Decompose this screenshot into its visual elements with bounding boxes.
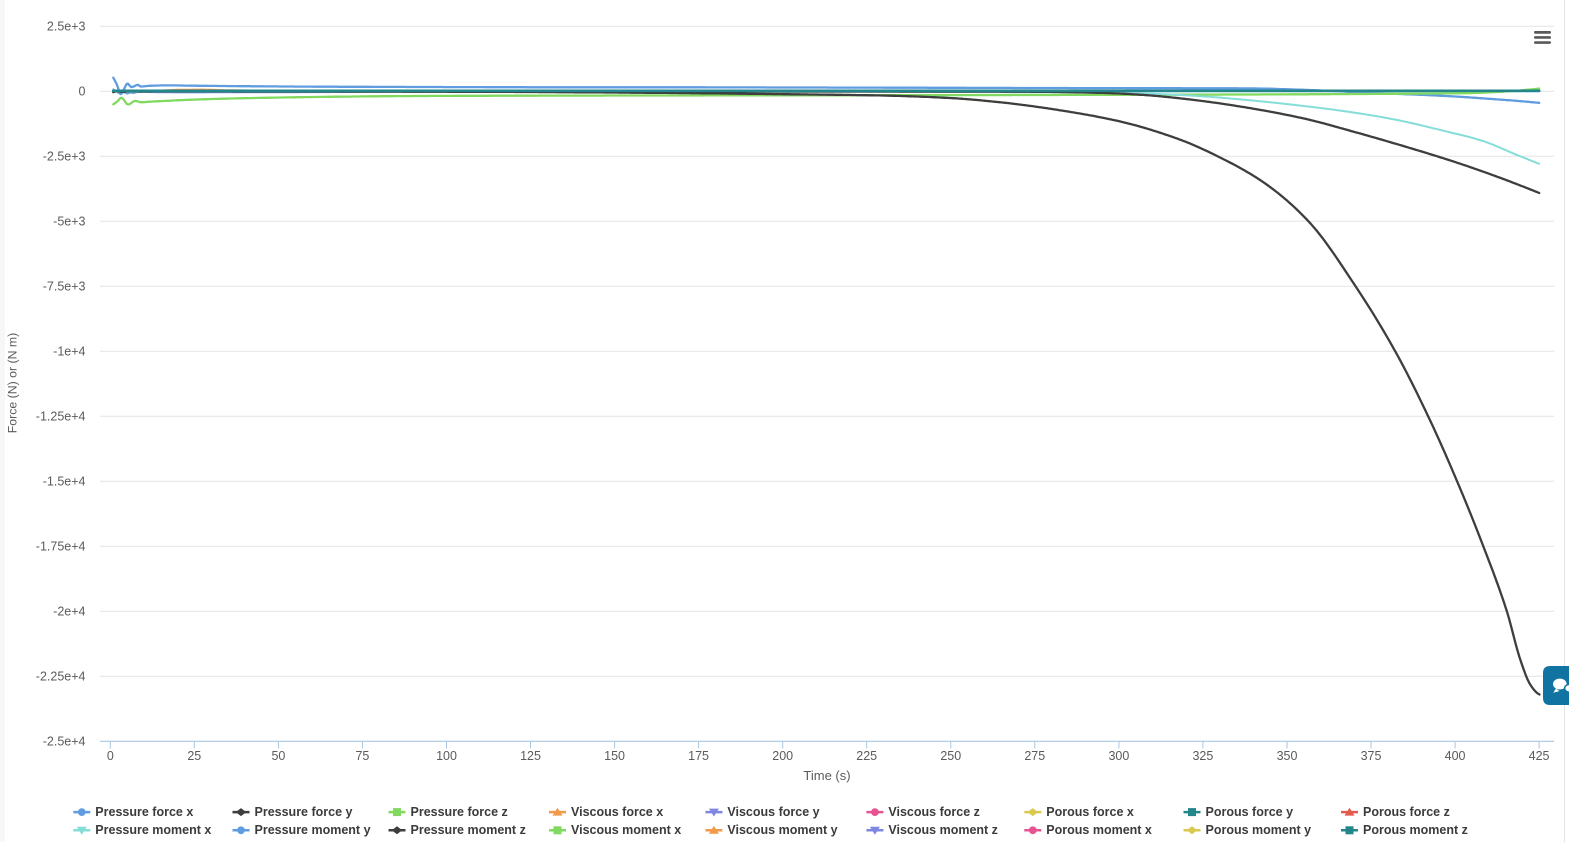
svg-text:Viscous moment z: Viscous moment z [888,823,998,837]
svg-text:Pressure moment x: Pressure moment x [95,823,211,837]
svg-text:0: 0 [107,749,114,763]
svg-text:Porous force z: Porous force z [1363,805,1450,819]
svg-text:375: 375 [1361,749,1382,763]
svg-text:-2.25e+4: -2.25e+4 [36,670,86,684]
svg-text:200: 200 [772,749,793,763]
svg-text:Viscous moment y: Viscous moment y [727,823,837,837]
svg-text:425: 425 [1529,749,1550,763]
svg-text:Porous force x: Porous force x [1046,805,1134,819]
svg-text:-5e+3: -5e+3 [53,215,85,229]
svg-text:125: 125 [520,749,541,763]
svg-text:Viscous force z: Viscous force z [888,805,979,819]
svg-text:Viscous force y: Viscous force y [727,805,819,819]
svg-text:Pressure force z: Pressure force z [411,805,508,819]
svg-text:25: 25 [187,749,201,763]
svg-text:75: 75 [355,749,369,763]
svg-text:-1.5e+4: -1.5e+4 [43,475,86,489]
svg-text:Porous moment y: Porous moment y [1206,823,1312,837]
svg-text:225: 225 [856,749,877,763]
svg-text:-1.75e+4: -1.75e+4 [36,540,86,554]
svg-text:Porous moment x: Porous moment x [1046,823,1152,837]
svg-text:175: 175 [688,749,709,763]
svg-text:0: 0 [79,85,86,99]
svg-text:-7.5e+3: -7.5e+3 [43,280,86,294]
svg-text:Pressure moment z: Pressure moment z [411,823,526,837]
svg-text:Pressure force x: Pressure force x [95,805,193,819]
svg-text:-2e+4: -2e+4 [53,605,85,619]
svg-text:-1.25e+4: -1.25e+4 [36,410,86,424]
svg-text:Porous force y: Porous force y [1206,805,1294,819]
svg-text:325: 325 [1192,749,1213,763]
svg-text:350: 350 [1277,749,1298,763]
svg-text:-2.5e+3: -2.5e+3 [43,150,86,164]
svg-text:275: 275 [1024,749,1045,763]
svg-text:100: 100 [436,749,457,763]
svg-text:Porous moment z: Porous moment z [1363,823,1468,837]
svg-text:Viscous moment x: Viscous moment x [571,823,681,837]
svg-text:-1e+4: -1e+4 [53,345,85,359]
svg-text:300: 300 [1108,749,1129,763]
svg-text:Viscous force x: Viscous force x [571,805,663,819]
svg-text:150: 150 [604,749,625,763]
svg-text:Pressure force y: Pressure force y [255,805,353,819]
svg-text:250: 250 [940,749,961,763]
svg-text:-2.5e+4: -2.5e+4 [43,735,86,749]
svg-text:Pressure moment y: Pressure moment y [255,823,371,837]
svg-text:2.5e+3: 2.5e+3 [47,20,86,34]
svg-text:50: 50 [271,749,285,763]
svg-text:Time (s): Time (s) [803,768,850,783]
svg-text:400: 400 [1445,749,1466,763]
svg-text:Force (N) or (N m): Force (N) or (N m) [6,333,20,433]
